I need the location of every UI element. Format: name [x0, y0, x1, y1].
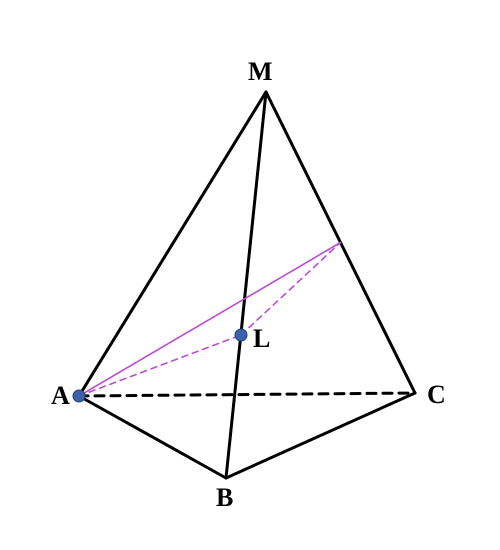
construction-lines-group [79, 243, 341, 397]
label-B: B [216, 483, 233, 512]
label-C: C [427, 380, 446, 409]
edges-group [79, 92, 415, 478]
point-L [235, 329, 247, 341]
label-M: M [248, 57, 273, 86]
labels-group: M A B C L [51, 57, 446, 512]
label-A: A [51, 381, 70, 410]
point-A [73, 390, 85, 402]
label-L: L [253, 324, 270, 353]
tetrahedron-diagram: M A B C L [0, 0, 500, 550]
